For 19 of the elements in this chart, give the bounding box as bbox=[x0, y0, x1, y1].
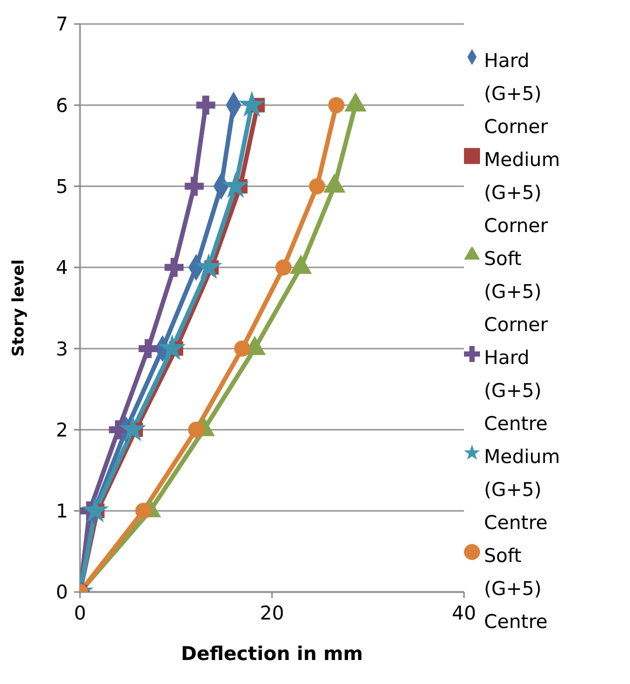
legend-label: Medium (G+5) Centre bbox=[484, 445, 561, 536]
x-tick-label: 0 bbox=[74, 602, 86, 624]
legend-label: Medium (G+5) Corner bbox=[484, 148, 561, 239]
y-tick-label: 6 bbox=[56, 94, 68, 117]
y-axis-title: Story level bbox=[8, 259, 28, 357]
y-tick-label: 2 bbox=[56, 419, 68, 442]
legend-label: Soft (G+5) Corner bbox=[484, 247, 549, 338]
x-axis-title: Deflection in mm bbox=[181, 643, 363, 665]
y-tick-label: 0 bbox=[56, 582, 68, 604]
y-tick-label: 4 bbox=[56, 257, 68, 280]
y-tick-label: 5 bbox=[56, 176, 68, 198]
x-tick-label: 20 bbox=[260, 602, 284, 624]
legend-label: Hard (G+5) Centre bbox=[484, 346, 549, 437]
legend-label: Hard (G+5) Corner bbox=[484, 49, 549, 140]
x-tick-label: 40 bbox=[452, 602, 476, 624]
y-tick-label: 3 bbox=[56, 338, 68, 360]
y-tick-label: 7 bbox=[56, 14, 68, 36]
legend-label: Soft (G+5) Centre bbox=[484, 544, 549, 635]
y-tick-label: 1 bbox=[56, 500, 68, 523]
